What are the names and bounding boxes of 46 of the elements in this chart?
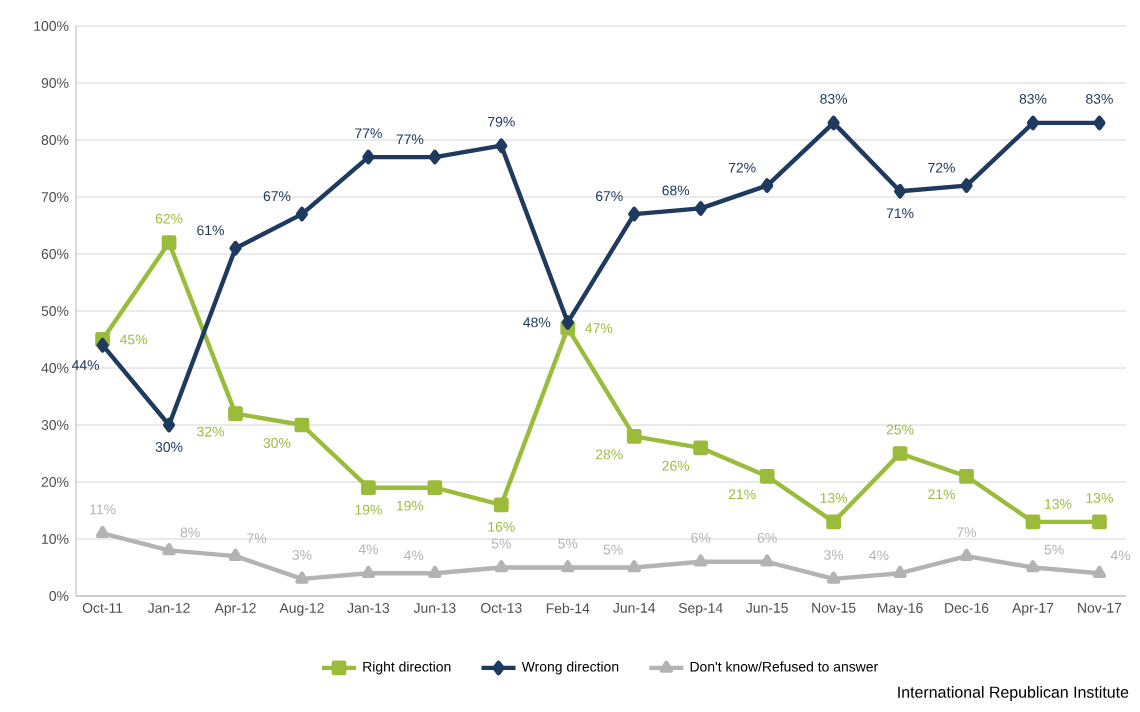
point xyxy=(760,554,774,567)
point xyxy=(561,315,574,330)
point xyxy=(427,480,443,496)
point xyxy=(95,525,110,539)
point xyxy=(1093,115,1106,131)
point xyxy=(759,468,775,484)
point xyxy=(693,440,709,456)
point xyxy=(892,446,908,461)
point xyxy=(826,514,841,530)
point xyxy=(694,201,707,216)
point xyxy=(96,337,109,353)
point xyxy=(428,149,441,165)
point xyxy=(228,548,243,561)
point xyxy=(626,429,642,444)
point xyxy=(959,548,974,561)
point xyxy=(1026,115,1040,131)
point xyxy=(561,560,575,573)
point xyxy=(893,183,907,199)
point xyxy=(761,178,774,193)
point xyxy=(494,560,508,573)
point xyxy=(161,235,177,250)
point xyxy=(294,417,310,433)
point xyxy=(361,480,376,496)
point xyxy=(893,565,907,578)
point xyxy=(694,554,708,567)
point xyxy=(827,115,840,131)
point xyxy=(1025,514,1041,530)
point xyxy=(493,497,509,513)
point xyxy=(1092,565,1107,578)
point xyxy=(362,149,375,165)
point xyxy=(826,571,841,584)
point xyxy=(960,178,973,193)
point xyxy=(1092,514,1107,530)
point xyxy=(495,138,508,154)
point xyxy=(1026,560,1040,573)
point xyxy=(228,406,243,421)
point xyxy=(628,206,641,222)
point xyxy=(361,565,376,578)
point xyxy=(428,565,442,578)
point xyxy=(959,468,974,484)
point xyxy=(627,560,641,573)
point xyxy=(162,417,176,433)
point xyxy=(295,571,309,584)
point xyxy=(229,240,242,256)
point xyxy=(162,543,176,556)
point xyxy=(295,206,309,222)
